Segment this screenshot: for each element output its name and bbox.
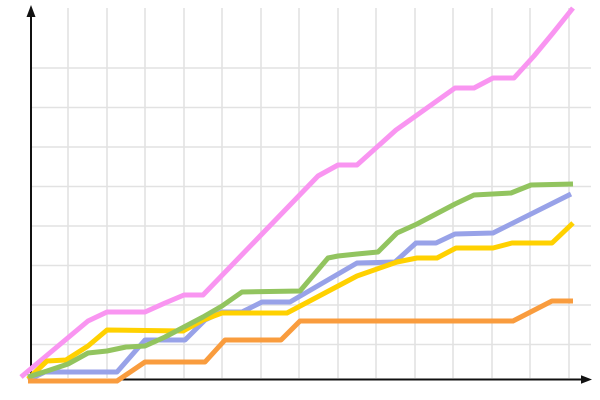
yellow-series-line	[26, 221, 575, 381]
data-series	[19, 6, 575, 384]
y-axis-arrow-icon	[26, 5, 36, 17]
green-series-line	[27, 181, 574, 380]
pink-series-line	[19, 6, 575, 379]
blue-series-line	[26, 191, 573, 383]
orange-series-line	[28, 298, 573, 384]
x-axis-arrow-icon	[581, 375, 592, 384]
